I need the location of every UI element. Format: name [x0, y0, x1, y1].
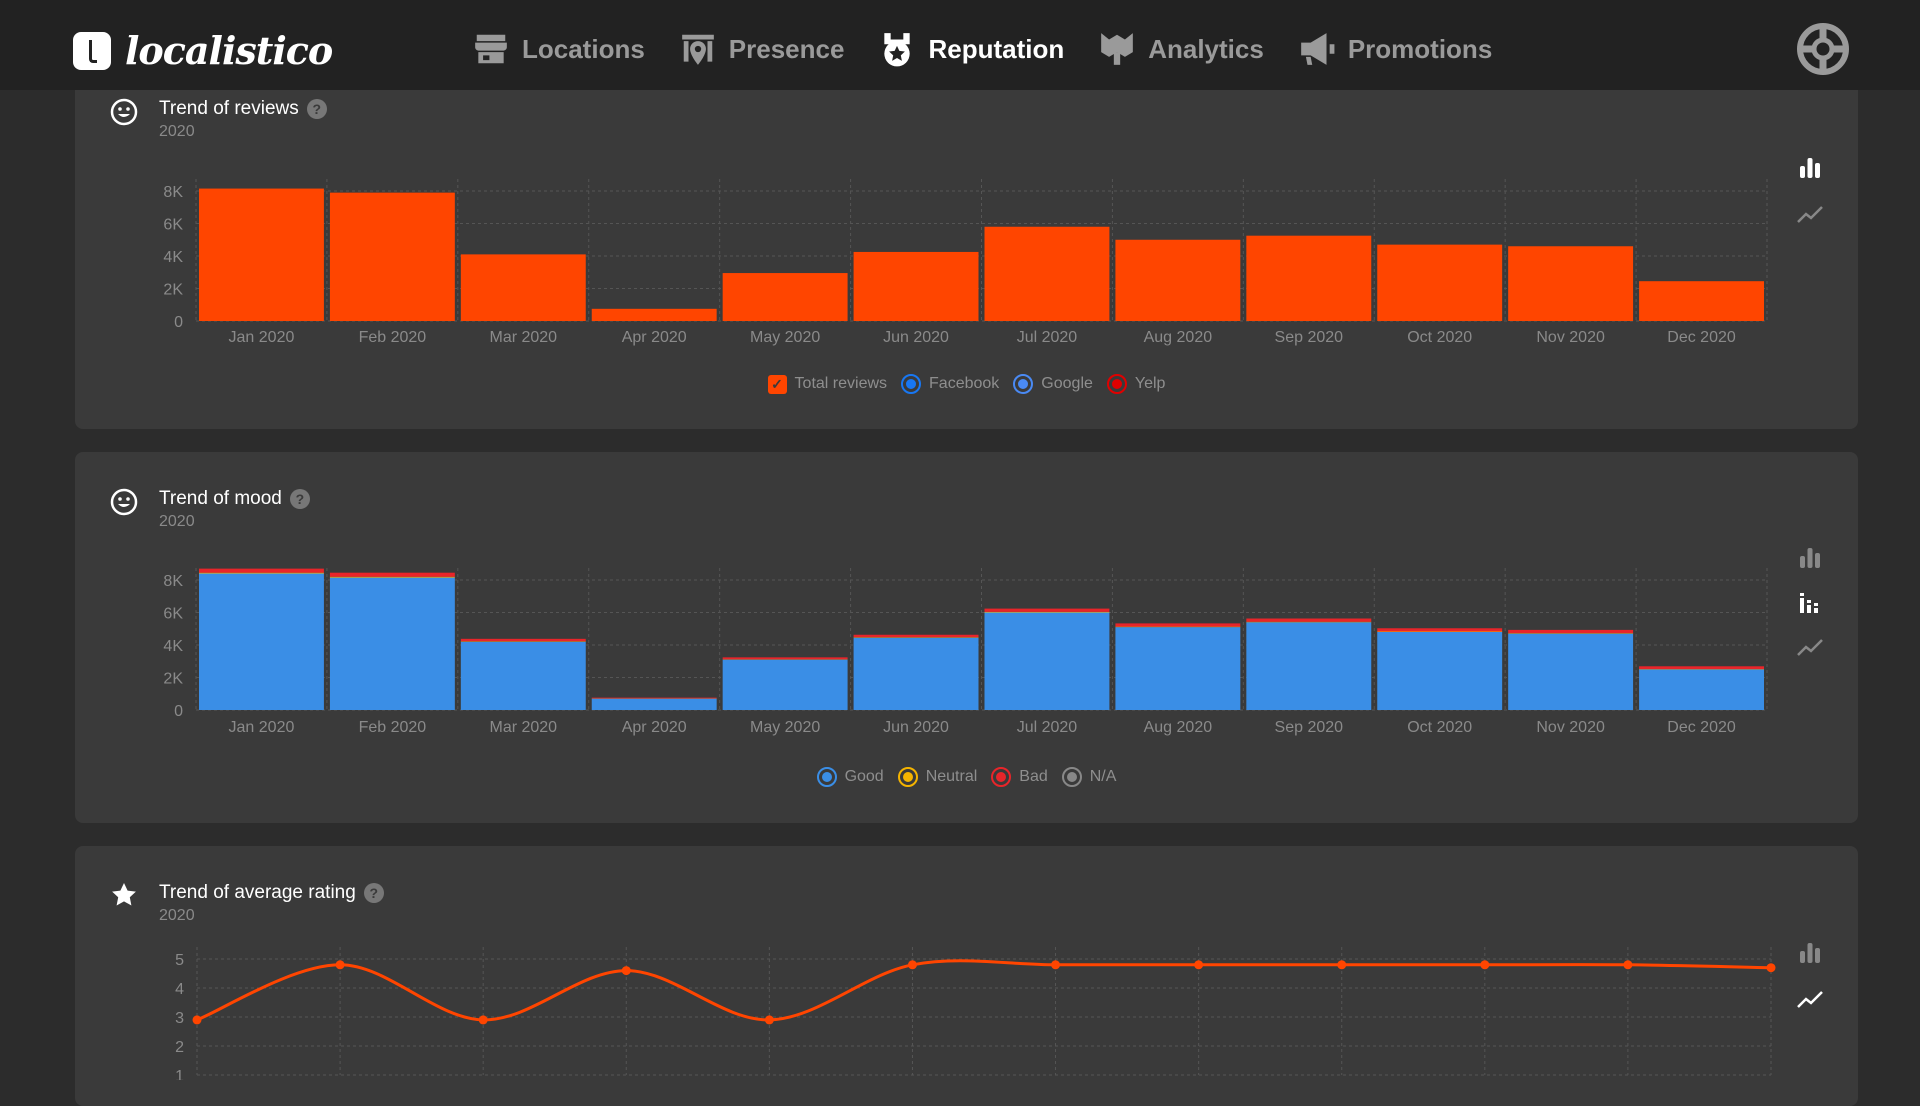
radio-icon	[1062, 767, 1082, 787]
line-chart-icon[interactable]	[1795, 983, 1825, 1013]
radio-icon	[991, 767, 1011, 787]
radio-icon	[817, 767, 837, 787]
radio-icon	[901, 374, 921, 394]
card-title: Trend of average rating?	[159, 882, 384, 904]
help-icon[interactable]: ?	[290, 489, 310, 509]
main-nav: Locations Presence Reputation Analytics …	[472, 30, 1492, 68]
legend-label: Good	[845, 768, 884, 786]
checkbox-icon: ✓	[768, 375, 787, 394]
legend-item-facebook[interactable]: Facebook	[901, 374, 999, 394]
radio-icon	[898, 767, 918, 787]
nav-locations[interactable]: Locations	[472, 30, 645, 68]
legend-item-n-a[interactable]: N/A	[1062, 767, 1117, 787]
brand-name: localistico	[125, 28, 332, 73]
chart-legend: Good Neutral Bad N/A	[75, 767, 1858, 787]
legend-label: Facebook	[929, 375, 999, 393]
megaphone-icon	[1298, 30, 1336, 68]
line-chart-icon[interactable]	[1795, 198, 1825, 228]
chart-legend: ✓ Total reviews Facebook Google Yelp	[75, 374, 1858, 394]
reviews-trend-card: Trend of reviews? 2020 ✓ Total reviews Fac…	[75, 70, 1858, 429]
card-subtitle: 2020	[159, 907, 195, 925]
nav-label: Locations	[522, 34, 645, 65]
card-subtitle: 2020	[159, 123, 195, 141]
legend-label: Total reviews	[795, 375, 887, 393]
legend-label: N/A	[1090, 768, 1117, 786]
card-subtitle: 2020	[159, 513, 195, 531]
smiley-icon	[109, 97, 139, 127]
card-title: Trend of reviews?	[159, 98, 327, 120]
stacked-bar-chart-icon[interactable]	[1795, 588, 1825, 618]
help-lifebuoy-icon[interactable]	[1797, 23, 1849, 75]
badge-star-icon	[878, 30, 916, 68]
bar-chart-icon[interactable]	[1795, 543, 1825, 573]
legend-item-total-reviews[interactable]: ✓ Total reviews	[768, 374, 887, 394]
radio-icon	[1107, 374, 1127, 394]
rating-trend-card: Trend of average rating? 2020	[75, 846, 1858, 1106]
mood-trend-card: Trend of mood? 2020 Good Neutral Bad N/A	[75, 452, 1858, 823]
nav-analytics[interactable]: Analytics	[1098, 30, 1264, 68]
nav-label: Reputation	[928, 34, 1064, 65]
legend-item-neutral[interactable]: Neutral	[898, 767, 978, 787]
legend-item-bad[interactable]: Bad	[991, 767, 1047, 787]
store-icon	[472, 30, 510, 68]
map-pin-icon	[679, 30, 717, 68]
radio-icon	[1013, 374, 1033, 394]
legend-label: Neutral	[926, 768, 978, 786]
logo[interactable]: localistico	[73, 28, 332, 73]
help-icon[interactable]: ?	[307, 99, 327, 119]
nav-promotions[interactable]: Promotions	[1298, 30, 1492, 68]
legend-label: Bad	[1019, 768, 1047, 786]
legend-label: Google	[1041, 375, 1093, 393]
logo-mark-icon	[73, 32, 111, 70]
smiley-icon	[109, 487, 139, 517]
legend-item-good[interactable]: Good	[817, 767, 884, 787]
analytics-icon	[1098, 30, 1136, 68]
top-nav-bar: localistico Locations Presence Reputatio…	[0, 0, 1920, 90]
legend-item-google[interactable]: Google	[1013, 374, 1093, 394]
nav-reputation[interactable]: Reputation	[878, 30, 1064, 68]
card-title: Trend of mood?	[159, 488, 310, 510]
nav-label: Promotions	[1348, 34, 1492, 65]
bar-chart-icon[interactable]	[1795, 938, 1825, 968]
bar-chart-icon[interactable]	[1795, 153, 1825, 183]
nav-label: Presence	[729, 34, 845, 65]
star-icon	[109, 880, 139, 910]
legend-item-yelp[interactable]: Yelp	[1107, 374, 1166, 394]
nav-presence[interactable]: Presence	[679, 30, 845, 68]
line-chart-icon[interactable]	[1795, 631, 1825, 661]
help-icon[interactable]: ?	[364, 883, 384, 903]
nav-label: Analytics	[1148, 34, 1264, 65]
legend-label: Yelp	[1135, 375, 1166, 393]
